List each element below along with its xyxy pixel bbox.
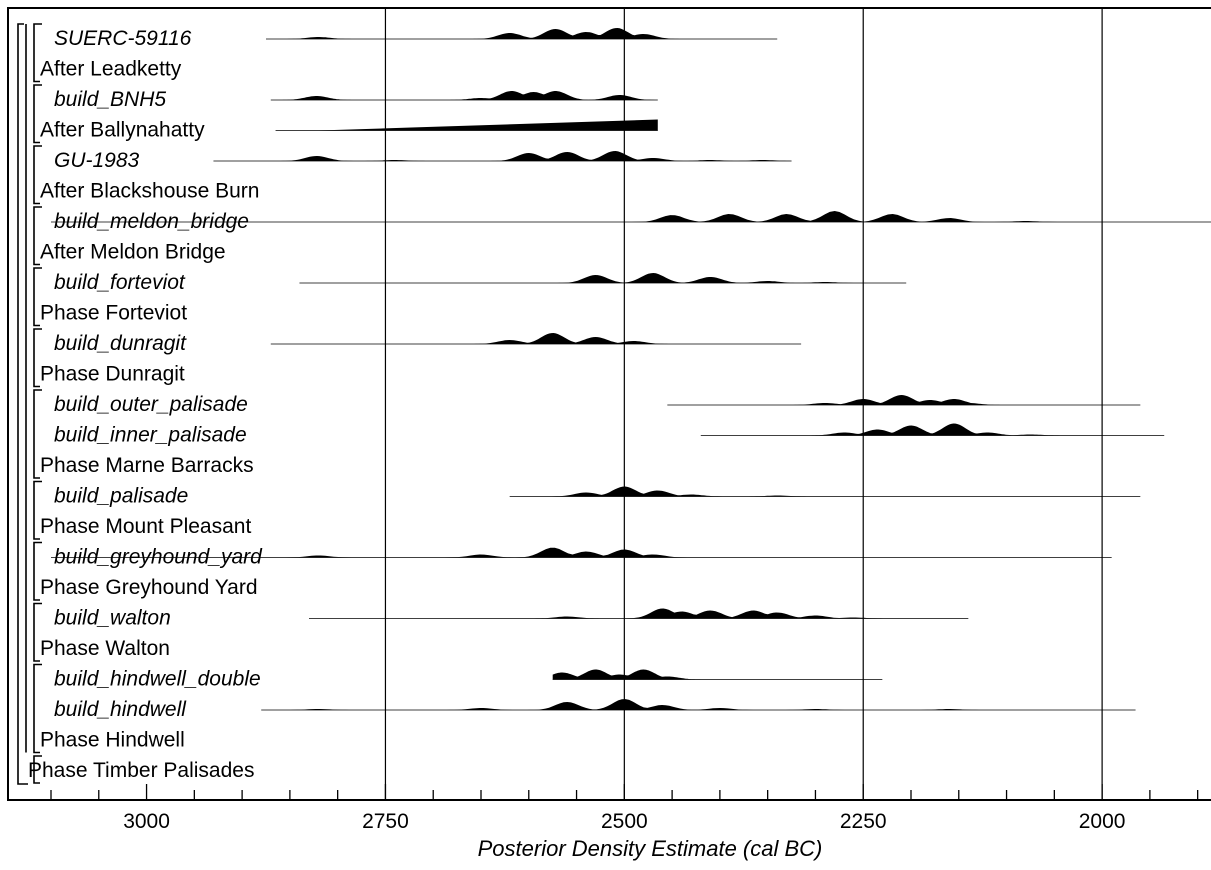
x-axis: 3000 2750 2500 2250 2000 — [50, 784, 1199, 833]
row-labels: SUERC-59116 After Leadketty build_BNH5 Afte… — [28, 27, 263, 782]
row-label-24: Phase Timber Palisades — [28, 759, 254, 782]
row-label-2: build_BNH5 — [54, 88, 166, 111]
density-15 — [509, 486, 1141, 497]
row-label-16: Phase Mount Pleasant — [40, 515, 251, 538]
phase-brackets — [17, 23, 42, 785]
density-3 — [318, 119, 658, 131]
phase-bracket-18 — [33, 541, 42, 601]
row-label-18: Phase Greyhound Yard — [40, 576, 258, 599]
row-label-10: build_dunragit — [54, 332, 187, 355]
density-0 — [266, 28, 778, 39]
density-21 — [552, 669, 883, 680]
density-10 — [270, 333, 802, 344]
row-label-0: SUERC-59116 — [54, 27, 192, 50]
phase-bracket-24 — [33, 755, 42, 784]
phase-bracket-9 — [33, 267, 42, 327]
row-label-22: build_hindwell — [54, 698, 187, 721]
row-label-21: build_hindwell_double — [54, 668, 261, 691]
density-2 — [270, 91, 658, 100]
tick-label-2000: 2000 — [1079, 810, 1126, 833]
row-label-4: GU-1983 — [54, 149, 140, 172]
sequence-bracket — [17, 23, 28, 785]
density-13 — [700, 423, 1165, 436]
density-17 — [51, 547, 1112, 558]
phase-bracket-5 — [33, 145, 42, 205]
density-8 — [299, 273, 907, 283]
row-label-23: Phase Hindwell — [40, 729, 185, 752]
density-12 — [667, 395, 1141, 405]
row-label-8: build_forteviot — [54, 271, 186, 294]
density-22 — [261, 699, 1136, 710]
tick-label-2500: 2500 — [601, 810, 648, 833]
row-label-12: build_outer_palisade — [54, 393, 248, 416]
tick-label-2750: 2750 — [362, 810, 409, 833]
row-label-14: Phase Marne Barracks — [40, 454, 254, 477]
density-19 — [309, 608, 969, 619]
row-label-9: Phase Forteviot — [40, 302, 187, 325]
row-label-1: After Leadketty — [40, 58, 182, 81]
phase-bracket-3 — [33, 84, 42, 144]
row-label-13: build_inner_palisade — [54, 424, 247, 447]
row-label-3: After Ballynahatty — [40, 119, 205, 142]
row-label-19: build_walton — [54, 607, 171, 630]
phase-bracket-11 — [33, 328, 42, 388]
phase-bracket-1 — [33, 23, 42, 83]
row-label-6: build_meldon_bridge — [54, 210, 249, 233]
row-label-15: build_palisade — [54, 485, 188, 508]
row-label-5: After Blackshouse Burn — [40, 180, 259, 203]
tick-label-3000: 3000 — [123, 810, 170, 833]
tick-label-2250: 2250 — [840, 810, 887, 833]
density-4 — [213, 151, 792, 161]
distributions — [51, 28, 1211, 711]
row-label-20: Phase Walton — [40, 637, 170, 660]
phase-bracket-16 — [33, 480, 42, 540]
plot-frame — [7, 7, 1211, 801]
row-label-11: Phase Dunragit — [40, 363, 185, 386]
x-axis-title: Posterior Density Estimate (cal BC) — [478, 836, 823, 861]
phase-bracket-7 — [33, 206, 42, 266]
phase-bracket-23 — [33, 663, 42, 754]
phase-bracket-20 — [33, 602, 42, 662]
phase-bracket-14 — [33, 389, 42, 479]
row-label-7: After Meldon Bridge — [40, 241, 226, 264]
row-label-17: build_greyhound_yard — [54, 546, 263, 569]
